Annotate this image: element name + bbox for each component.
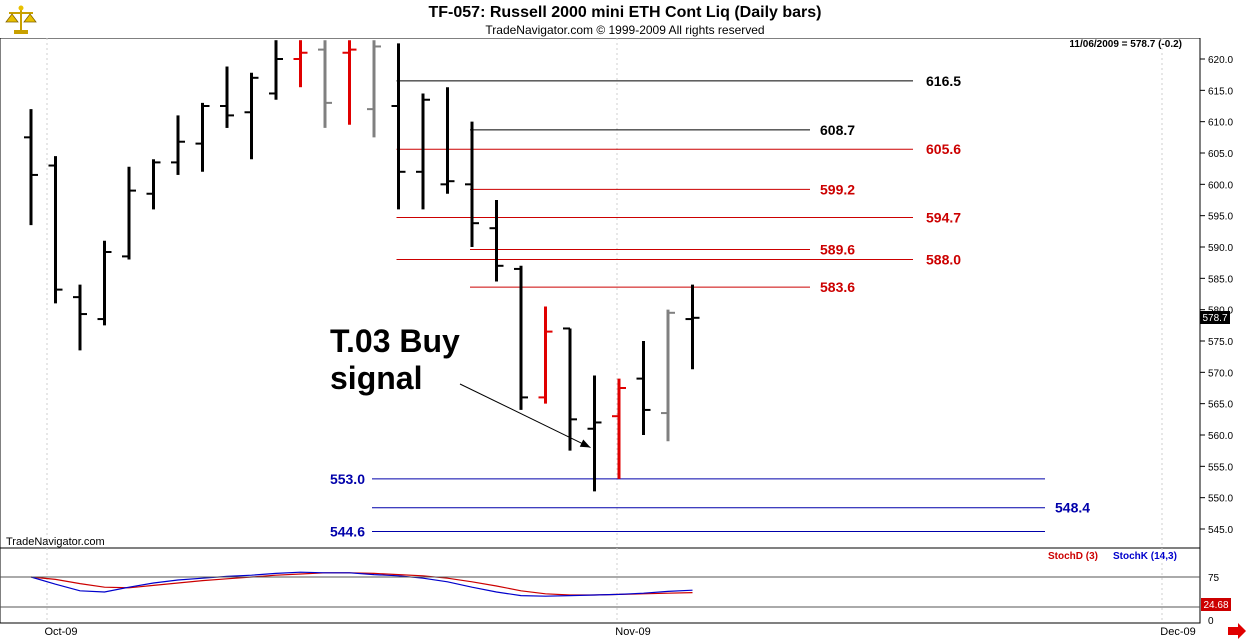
title-bar: TF-057: Russell 2000 mini ETH Cont Liq (… xyxy=(0,0,1250,38)
x-tick-label: Dec-09 xyxy=(1160,626,1195,638)
ohlc-bar xyxy=(587,375,602,492)
ohlc-bar xyxy=(342,40,357,125)
ohlc-bar xyxy=(636,341,651,435)
ohlc-bar xyxy=(24,109,38,226)
ohlc-bar xyxy=(195,102,210,172)
fib-level-label: 616.5 xyxy=(926,73,961,89)
ohlc-bar xyxy=(538,306,553,404)
fib-level-label: 608.7 xyxy=(820,122,855,138)
fib-levels: 616.5 608.7 605.6 599.2 594.7 589.6 588.0 583.6… xyxy=(330,73,1090,540)
y-tick-label: 600.0 xyxy=(1208,180,1233,191)
osc-value-label: 24.68 xyxy=(1203,600,1228,611)
ohlc-bar xyxy=(440,87,455,194)
ohlc-bar xyxy=(391,43,406,210)
y-tick-label: 555.0 xyxy=(1208,462,1233,473)
y-tick-label: 545.0 xyxy=(1208,525,1233,536)
y-tick-label: 575.0 xyxy=(1208,337,1233,348)
last-price-tag xyxy=(1200,311,1230,324)
ohlc-bar xyxy=(514,265,528,410)
fib-level-label: 544.6 xyxy=(330,524,365,540)
fib-level-label: 588.0 xyxy=(926,252,961,268)
ohlc-bar xyxy=(171,115,185,175)
fib-level-label: 599.2 xyxy=(820,181,855,197)
y-tick-label: 565.0 xyxy=(1208,400,1233,411)
y-tick-label: 585.0 xyxy=(1208,274,1233,285)
ohlc-bar xyxy=(489,200,504,282)
ohlc-bar xyxy=(220,66,234,128)
legend-stochk: StochK (14,3) xyxy=(1113,551,1177,562)
ohlc-bar xyxy=(97,240,112,326)
y-tick-label: 620.0 xyxy=(1208,55,1233,66)
y-tick-label: 550.0 xyxy=(1208,494,1233,505)
y-tick-label: 590.0 xyxy=(1208,243,1233,254)
oscillator-series-line xyxy=(30,571,693,597)
y-tick-label: 610.0 xyxy=(1208,118,1233,129)
y-tick-label: 605.0 xyxy=(1208,149,1233,160)
ohlc-bar xyxy=(269,40,283,100)
ohlc-bar xyxy=(612,378,626,479)
scroll-right-arrow-icon[interactable] xyxy=(1228,623,1246,639)
ohlc-bar xyxy=(661,309,675,442)
ohlc-bar xyxy=(318,40,332,128)
x-axis: Oct-09 Nov-09 Dec-09 xyxy=(44,626,1195,638)
watermark-text: TradeNavigator.com xyxy=(6,536,105,548)
osc-tick-label: 0 xyxy=(1208,616,1214,627)
annotation-line1: T.03 Buy xyxy=(330,323,460,359)
y-tick-label: 570.0 xyxy=(1208,368,1233,379)
ohlc-bar xyxy=(416,93,430,210)
last-readout: 11/06/2009 = 578.7 (-0.2) xyxy=(1069,39,1182,50)
chart-title: TF-057: Russell 2000 mini ETH Cont Liq (… xyxy=(428,4,822,21)
annotation-arrowhead xyxy=(579,439,591,448)
price-bars xyxy=(24,40,700,492)
x-tick-label: Nov-09 xyxy=(615,626,650,638)
ohlc-bar xyxy=(465,121,479,247)
ohlc-bar xyxy=(563,327,577,451)
ohlc-bar xyxy=(146,159,161,210)
ohlc-bar xyxy=(48,156,63,304)
oscillator-panel xyxy=(0,547,1201,624)
y-tick-label: 560.0 xyxy=(1208,431,1233,442)
fib-level-label: 594.7 xyxy=(926,210,961,226)
chart-subtitle: TradeNavigator.com © 1999-2009 All right… xyxy=(485,23,765,37)
ohlc-bar xyxy=(367,40,381,138)
fib-level-label: 589.6 xyxy=(820,242,855,258)
oscillator-lines xyxy=(30,571,693,597)
ohlc-bar xyxy=(73,284,87,351)
fib-level-label: 605.6 xyxy=(926,141,961,157)
ohlc-bar xyxy=(244,72,259,160)
legend-stochd: StochD (3) xyxy=(1048,551,1098,562)
annotation-arrow xyxy=(459,383,591,448)
fib-level-label: 548.4 xyxy=(1055,500,1090,516)
ohlc-bar xyxy=(293,40,308,88)
fib-level-label: 553.0 xyxy=(330,471,365,487)
y-tick-label: 615.0 xyxy=(1208,86,1233,97)
fib-level-label: 583.6 xyxy=(820,279,855,295)
annotation-line2: signal xyxy=(330,360,422,396)
osc-value-tag xyxy=(1201,598,1231,611)
price-panel xyxy=(0,37,1201,549)
scales-logo-icon xyxy=(5,5,37,34)
x-tick-label: Oct-09 xyxy=(44,626,77,638)
ohlc-bar xyxy=(122,166,136,260)
price-y-axis: 545.0550.0555.0560.0565.0570.0575.0580.0… xyxy=(1200,55,1233,536)
last-price-label: 578.7 xyxy=(1202,313,1227,324)
osc-tick-label: 75 xyxy=(1208,573,1220,584)
ohlc-bar xyxy=(685,284,700,370)
oscillator-y-axis: 0 75 xyxy=(0,573,1220,627)
y-tick-label: 595.0 xyxy=(1208,212,1233,223)
